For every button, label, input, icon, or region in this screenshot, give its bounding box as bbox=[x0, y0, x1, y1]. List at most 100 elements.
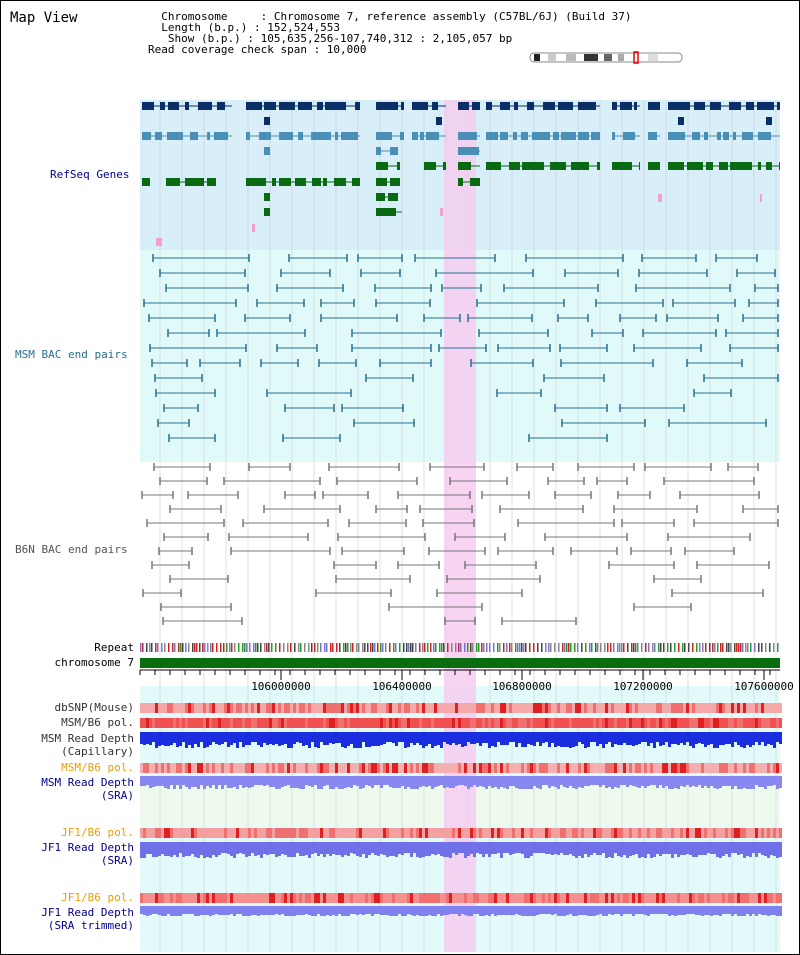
jf1-b6-pol-cell bbox=[293, 828, 296, 838]
jf1-b6-pol-cell bbox=[320, 893, 323, 903]
msm-b6-pol-cell bbox=[497, 763, 500, 773]
repeat-element bbox=[645, 643, 647, 652]
jf1-b6-pol-cell bbox=[746, 893, 749, 903]
jf1-sra-depth-bar bbox=[512, 842, 515, 854]
msm-capillary-depth-bar bbox=[470, 732, 473, 744]
jf1-b6-pol-cell bbox=[218, 828, 221, 838]
msm-depth-capillary-label[interactable]: MSM Read Depth bbox=[41, 732, 134, 745]
msm-b6-pol-cell bbox=[323, 718, 326, 728]
jf1-b6-pol-label-2[interactable]: JF1/B6 pol. bbox=[61, 891, 134, 904]
jf1-b6-pol-cell bbox=[419, 828, 422, 838]
jf1-sra-depth-bar bbox=[239, 842, 242, 853]
msm-sra-depth-bar bbox=[443, 776, 446, 788]
jf1-b6-pol-cell bbox=[395, 893, 398, 903]
repeat-element bbox=[320, 643, 322, 652]
polymorphism-heat-tracks[interactable] bbox=[140, 703, 782, 903]
b6n-bac-pair bbox=[335, 575, 411, 583]
msm-b6-pol-label-2[interactable]: MSM/B6 pol. bbox=[61, 761, 134, 774]
refseq-gene bbox=[166, 178, 216, 186]
chromosome-bar[interactable] bbox=[140, 658, 780, 668]
msm-b6-pol-cell bbox=[404, 718, 407, 728]
repeat-element bbox=[424, 643, 426, 652]
msm-bac-pair bbox=[564, 269, 619, 277]
b6n-bac-pairs-track[interactable] bbox=[141, 463, 779, 625]
b6n-bac-pair bbox=[328, 463, 400, 471]
repeat-element bbox=[279, 643, 281, 652]
jf1-trim-depth-bar bbox=[377, 906, 380, 914]
msm-bac-pairs-track[interactable] bbox=[143, 254, 779, 442]
refseq-label[interactable]: RefSeq Genes bbox=[50, 168, 130, 181]
jf1-b6-pol-cell bbox=[359, 828, 362, 838]
msm-capillary-depth-bar bbox=[338, 732, 341, 743]
jf1-sra-depth-bar bbox=[242, 842, 245, 854]
jf1-sra-depth-bar bbox=[488, 842, 491, 857]
b6n-bac-pair bbox=[163, 533, 209, 541]
refseq-genes-track[interactable] bbox=[142, 102, 780, 246]
repeat-element bbox=[460, 643, 462, 652]
jf1-b6-pol-cell bbox=[353, 828, 356, 838]
msm-b6-pol-cell bbox=[230, 763, 233, 773]
msm-sra-depth-bar bbox=[155, 776, 158, 786]
jf1-b6-pol-cell bbox=[464, 893, 467, 903]
msm-b6-pol-cell bbox=[242, 718, 245, 728]
jf1-trim-depth-bar bbox=[626, 906, 629, 914]
msm-b6-pol-label[interactable]: MSM/B6 pol. bbox=[61, 716, 134, 729]
repeat-track[interactable] bbox=[140, 643, 779, 652]
jf1-sra-depth-bar bbox=[479, 842, 482, 854]
msm-b6-pol-cell bbox=[722, 718, 725, 728]
jf1-depth-trim-label[interactable]: JF1 Read Depth bbox=[41, 906, 134, 919]
jf1-b6-pol-cell bbox=[341, 893, 344, 903]
jf1-b6-pol-label[interactable]: JF1/B6 pol. bbox=[61, 826, 134, 839]
msm-b6-pol-cell bbox=[407, 763, 410, 773]
jf1-trim-depth-bar bbox=[428, 906, 431, 915]
jf1-sra-depth-bar bbox=[686, 842, 689, 854]
jf1-sra-depth-bar bbox=[587, 842, 590, 857]
msm-b6-pol-cell bbox=[446, 718, 449, 728]
msm-capillary-depth-bar bbox=[326, 732, 329, 745]
jf1-b6-pol-cell bbox=[554, 893, 557, 903]
dbsnp-cell bbox=[644, 703, 647, 713]
repeat-element bbox=[332, 643, 334, 652]
msm-capillary-depth-bar bbox=[770, 732, 773, 745]
dbsnp-cell bbox=[182, 703, 185, 713]
repeat-element bbox=[692, 643, 694, 652]
jf1-trim-depth-bar bbox=[521, 906, 524, 916]
repeat-element bbox=[271, 643, 273, 652]
jf1-depth-sra-label[interactable]: JF1 Read Depth bbox=[41, 841, 134, 854]
msm-b6-pol-cell bbox=[218, 763, 221, 773]
jf1-trim-depth-bar bbox=[476, 906, 479, 914]
jf1-trim-depth-bar bbox=[266, 906, 269, 915]
repeat-element bbox=[441, 643, 443, 652]
jf1-sra-depth-bar bbox=[164, 842, 167, 856]
dbsnp-cell bbox=[359, 703, 362, 713]
jf1-trim-depth-bar bbox=[344, 906, 347, 916]
msm-b6-pol-cell bbox=[641, 763, 644, 773]
chromosome-ideogram[interactable] bbox=[529, 51, 683, 64]
jf1-b6-pol-cell bbox=[551, 893, 554, 903]
msm-bac-pair bbox=[467, 314, 533, 322]
jf1-b6-pol-cell bbox=[563, 893, 566, 903]
jf1-sra-depth-bar bbox=[155, 842, 158, 857]
jf1-trim-depth-bar bbox=[611, 906, 614, 915]
dbsnp-label[interactable]: dbSNP(Mouse) bbox=[54, 701, 134, 714]
msm-b6-pol-cell bbox=[683, 718, 686, 728]
jf1-b6-pol-cell bbox=[371, 828, 374, 838]
jf1-sra-depth-bar bbox=[629, 842, 632, 856]
read-depth-tracks[interactable] bbox=[140, 732, 782, 916]
jf1-sra-depth-bar bbox=[365, 842, 368, 858]
msm-bac-label[interactable]: MSM BAC end pairs bbox=[15, 348, 128, 361]
jf1-b6-pol-cell bbox=[326, 828, 329, 838]
b6n-bac-label[interactable]: B6N BAC end pairs bbox=[15, 543, 128, 556]
selection-highlight[interactable] bbox=[444, 100, 476, 952]
repeat-element bbox=[185, 643, 187, 652]
repeat-label[interactable]: Repeat bbox=[94, 641, 134, 654]
msm-depth-sra-label[interactable]: MSM Read Depth bbox=[41, 776, 134, 789]
msm-capillary-depth-bar bbox=[650, 732, 653, 743]
jf1-b6-pol-cell bbox=[455, 893, 458, 903]
b6n-bac-pair bbox=[158, 547, 193, 555]
jf1-trim-depth-bar bbox=[617, 906, 620, 914]
dbsnp-cell bbox=[617, 703, 620, 713]
jf1-b6-pol-cell bbox=[695, 828, 698, 838]
msm-capillary-depth-bar bbox=[227, 732, 230, 747]
